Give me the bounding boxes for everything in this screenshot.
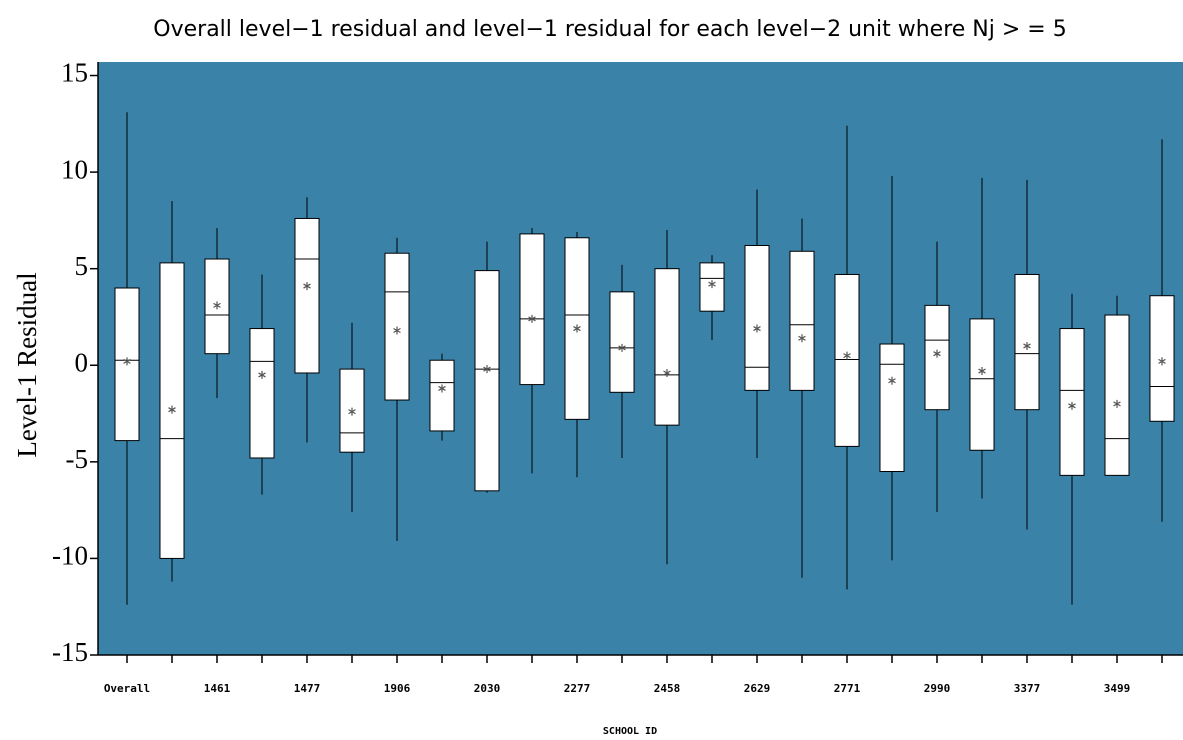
x-tick-label: 1477 bbox=[294, 682, 321, 695]
mean-marker bbox=[888, 376, 896, 385]
mean-marker bbox=[708, 280, 716, 289]
box bbox=[519, 233, 545, 386]
box bbox=[654, 268, 680, 426]
x-tick-label: 2030 bbox=[474, 682, 501, 695]
mean-marker bbox=[618, 343, 626, 352]
x-tick-label: 2990 bbox=[924, 682, 951, 695]
mean-marker bbox=[258, 370, 266, 379]
box bbox=[474, 270, 500, 492]
mean-marker bbox=[483, 365, 491, 374]
y-tick-label: 0 bbox=[75, 347, 89, 377]
y-tick-label: 5 bbox=[75, 251, 89, 281]
mean-marker bbox=[1023, 341, 1031, 350]
box bbox=[744, 245, 770, 391]
y-tick-label: -10 bbox=[52, 541, 88, 571]
mean-marker bbox=[843, 351, 851, 360]
box bbox=[609, 291, 635, 393]
x-tick-label: Overall bbox=[104, 682, 150, 695]
y-tick-label: -15 bbox=[52, 637, 88, 667]
box bbox=[249, 328, 275, 459]
x-tick-label: 3377 bbox=[1014, 682, 1041, 695]
mean-marker bbox=[933, 349, 941, 358]
y-tick-label: 10 bbox=[61, 154, 88, 184]
mean-marker bbox=[303, 282, 311, 291]
box bbox=[969, 318, 995, 451]
mean-marker bbox=[528, 314, 536, 323]
mean-marker bbox=[663, 368, 671, 377]
box bbox=[834, 273, 860, 447]
y-tick-label: -5 bbox=[66, 444, 89, 474]
box bbox=[159, 262, 185, 559]
mean-marker bbox=[168, 405, 176, 414]
y-tick-label: 15 bbox=[61, 58, 88, 88]
box bbox=[789, 250, 815, 391]
box bbox=[429, 359, 455, 432]
mean-marker bbox=[753, 324, 761, 333]
plot-background bbox=[98, 62, 1183, 655]
mean-marker bbox=[213, 301, 221, 310]
x-tick-label: 2458 bbox=[654, 682, 681, 695]
box bbox=[1104, 314, 1130, 476]
chart-title: Overall level−1 residual and level−1 res… bbox=[153, 17, 1066, 42]
x-tick-label: 2277 bbox=[564, 682, 591, 695]
x-tick-label: 2629 bbox=[744, 682, 771, 695]
mean-marker bbox=[393, 326, 401, 335]
mean-marker bbox=[438, 384, 446, 393]
mean-marker bbox=[1068, 401, 1076, 410]
mean-marker bbox=[348, 407, 356, 416]
mean-marker bbox=[1158, 357, 1166, 366]
x-tick-label: 1906 bbox=[384, 682, 411, 695]
box bbox=[294, 217, 320, 374]
mean-marker bbox=[573, 324, 581, 333]
x-tick-label: 2771 bbox=[834, 682, 861, 695]
mean-marker bbox=[123, 357, 131, 366]
x-tick-label: 3499 bbox=[1104, 682, 1131, 695]
y-axis-title: Level-1 Residual bbox=[12, 272, 42, 457]
mean-marker bbox=[798, 334, 806, 343]
mean-marker bbox=[1113, 399, 1121, 408]
x-axis-title: SCHOOL ID bbox=[603, 726, 657, 737]
mean-marker bbox=[978, 367, 986, 376]
x-tick-label: 1461 bbox=[204, 682, 231, 695]
box bbox=[879, 343, 905, 472]
